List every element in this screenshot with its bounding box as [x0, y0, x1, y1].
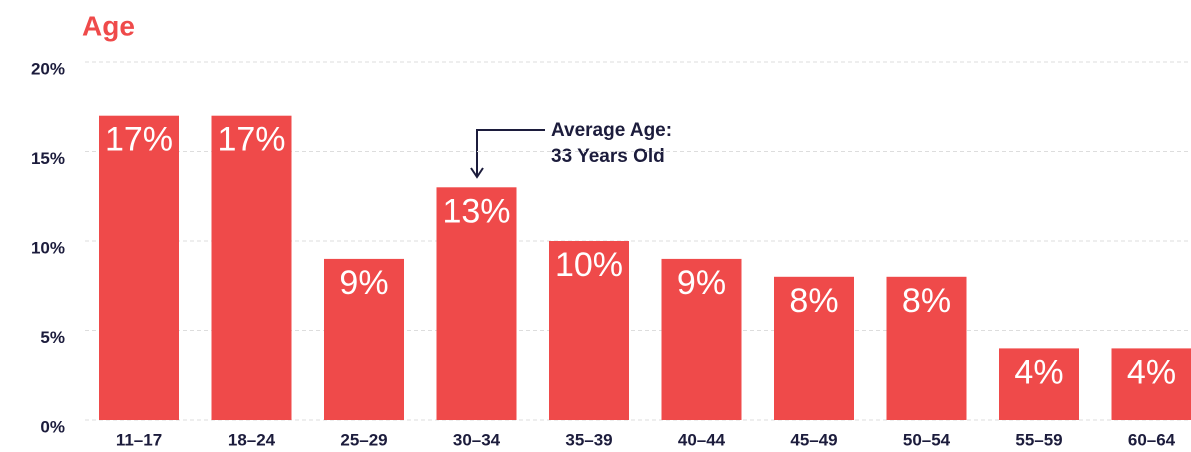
chart-title: Age [82, 10, 135, 41]
bar [999, 348, 1079, 420]
x-tick-label: 11–17 [116, 430, 162, 449]
arrow-head [470, 167, 484, 179]
y-tick-label: 20% [31, 59, 65, 78]
x-tick-label: 55–59 [1015, 430, 1062, 449]
y-tick-label: 10% [31, 238, 65, 257]
value-label: 8% [789, 282, 838, 320]
value-label: 13% [442, 192, 510, 230]
value-label: 10% [555, 246, 623, 284]
value-label: 9% [677, 264, 726, 302]
y-tick-label: 5% [40, 328, 65, 347]
y-tick-label: 0% [40, 417, 65, 436]
value-label: 17% [105, 121, 173, 159]
x-tick-label: 45–49 [790, 430, 837, 449]
x-tick-label: 40–44 [678, 430, 726, 449]
x-tick-label: 18–24 [228, 430, 276, 449]
value-label: 4% [1014, 353, 1063, 391]
annotation: Average Age: 33 Years Old [470, 120, 672, 179]
bar [211, 115, 292, 420]
x-tick-label: 35–39 [565, 430, 612, 449]
bar [886, 276, 967, 420]
bar [774, 276, 854, 420]
annotation-text: Average Age: [551, 120, 672, 141]
bar [549, 241, 629, 420]
x-tick-label: 60–64 [1128, 430, 1176, 449]
bar [1111, 348, 1191, 420]
bar [661, 258, 742, 420]
bar [99, 115, 179, 420]
x-tick-label: 30–34 [453, 430, 501, 449]
annotation-text: 33 Years Old [551, 146, 665, 167]
value-label: 8% [902, 282, 951, 320]
y-tick-label: 15% [31, 149, 65, 168]
bar [436, 187, 517, 420]
value-label: 9% [339, 264, 388, 302]
value-label: 4% [1127, 353, 1176, 391]
bar [324, 258, 404, 420]
value-label: 17% [217, 121, 285, 159]
annotation-arrow [476, 129, 545, 176]
x-tick-label: 50–54 [903, 430, 951, 449]
x-tick-label: 25–29 [340, 430, 387, 449]
